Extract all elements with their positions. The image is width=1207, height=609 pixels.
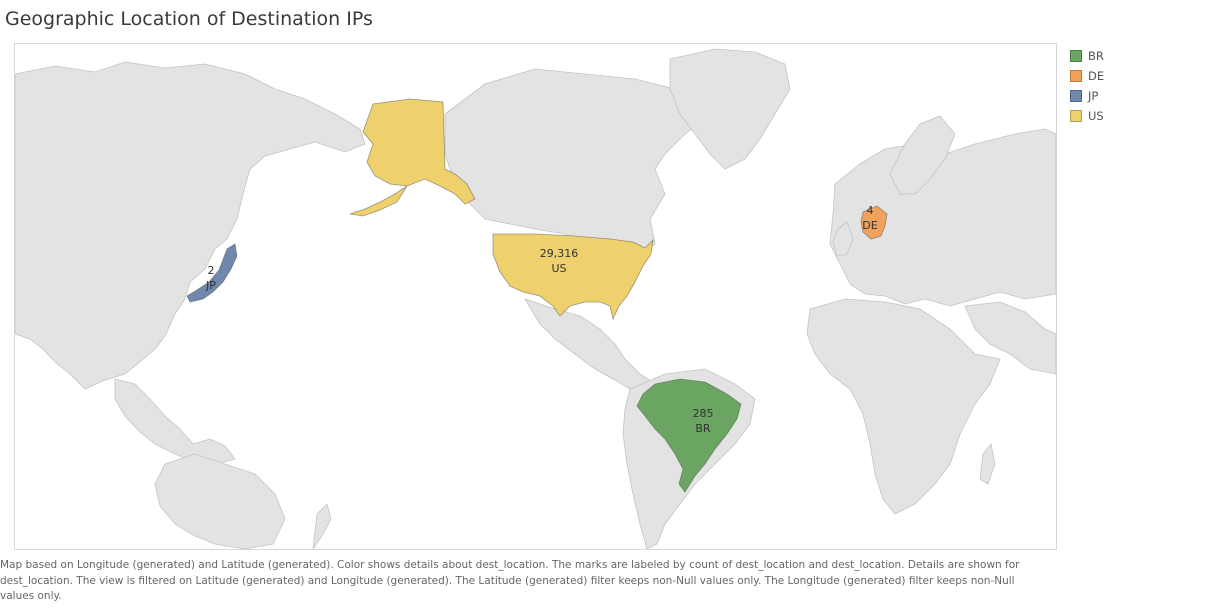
- map-caption: Map based on Longitude (generated) and L…: [0, 559, 1020, 602]
- land-africa: [806, 298, 1001, 515]
- land-arabia: [964, 301, 1056, 375]
- mark-count-label: 4: [867, 204, 874, 217]
- country-shape-us[interactable]: [362, 98, 476, 205]
- country-shape-de[interactable]: [860, 205, 888, 240]
- country-marks[interactable]: [186, 98, 888, 493]
- country-us[interactable]: [349, 98, 654, 321]
- country-shape-us[interactable]: [349, 185, 408, 217]
- page-title: Geographic Location of Destination IPs: [5, 8, 373, 30]
- legend-item-jp[interactable]: JP: [1070, 86, 1200, 106]
- mark-labels: 29,316 US 285 BR 4 DE 2 JP: [205, 204, 878, 435]
- legend-swatch: [1070, 90, 1082, 102]
- legend-item-br[interactable]: BR: [1070, 46, 1200, 66]
- mark-count-label: 29,316: [540, 247, 579, 260]
- land-asia-west: [15, 61, 366, 390]
- country-de[interactable]: [860, 205, 888, 240]
- legend-swatch: [1070, 110, 1082, 122]
- mark-location-label: DE: [862, 219, 877, 232]
- land-new-zealand: [312, 503, 332, 549]
- mark-count-label: 2: [208, 264, 215, 277]
- legend-label: US: [1088, 109, 1104, 123]
- land-australia: [154, 453, 286, 549]
- legend-item-de[interactable]: DE: [1070, 66, 1200, 86]
- legend-label: DE: [1088, 69, 1105, 83]
- land-uk: [832, 221, 854, 257]
- base-land: [15, 48, 1056, 549]
- land-se-asia: [114, 378, 236, 465]
- legend-label: JP: [1088, 89, 1099, 103]
- map-view[interactable]: 29,316 US 285 BR 4 DE 2 JP: [14, 43, 1057, 550]
- mark-location-label: JP: [205, 279, 216, 292]
- land-madagascar: [979, 443, 996, 485]
- legend-label: BR: [1088, 49, 1104, 63]
- mark-location-label: BR: [695, 422, 711, 435]
- legend-swatch: [1070, 50, 1082, 62]
- country-br[interactable]: [636, 378, 742, 493]
- color-legend: BR DE JP US: [1070, 46, 1200, 126]
- country-shape-us[interactable]: [492, 233, 654, 321]
- legend-swatch: [1070, 70, 1082, 82]
- land-greenland: [669, 48, 791, 170]
- land-scandinavia: [889, 115, 956, 195]
- country-shape-br[interactable]: [636, 378, 742, 493]
- land-mexico: [524, 298, 656, 393]
- country-jp[interactable]: [186, 243, 238, 303]
- mark-count-label: 285: [693, 407, 714, 420]
- land-north-america: [444, 68, 706, 255]
- mark-location-label: US: [551, 262, 566, 275]
- country-shape-jp[interactable]: [186, 243, 238, 303]
- legend-item-us[interactable]: US: [1070, 106, 1200, 126]
- world-map: 29,316 US 285 BR 4 DE 2 JP: [15, 48, 1056, 549]
